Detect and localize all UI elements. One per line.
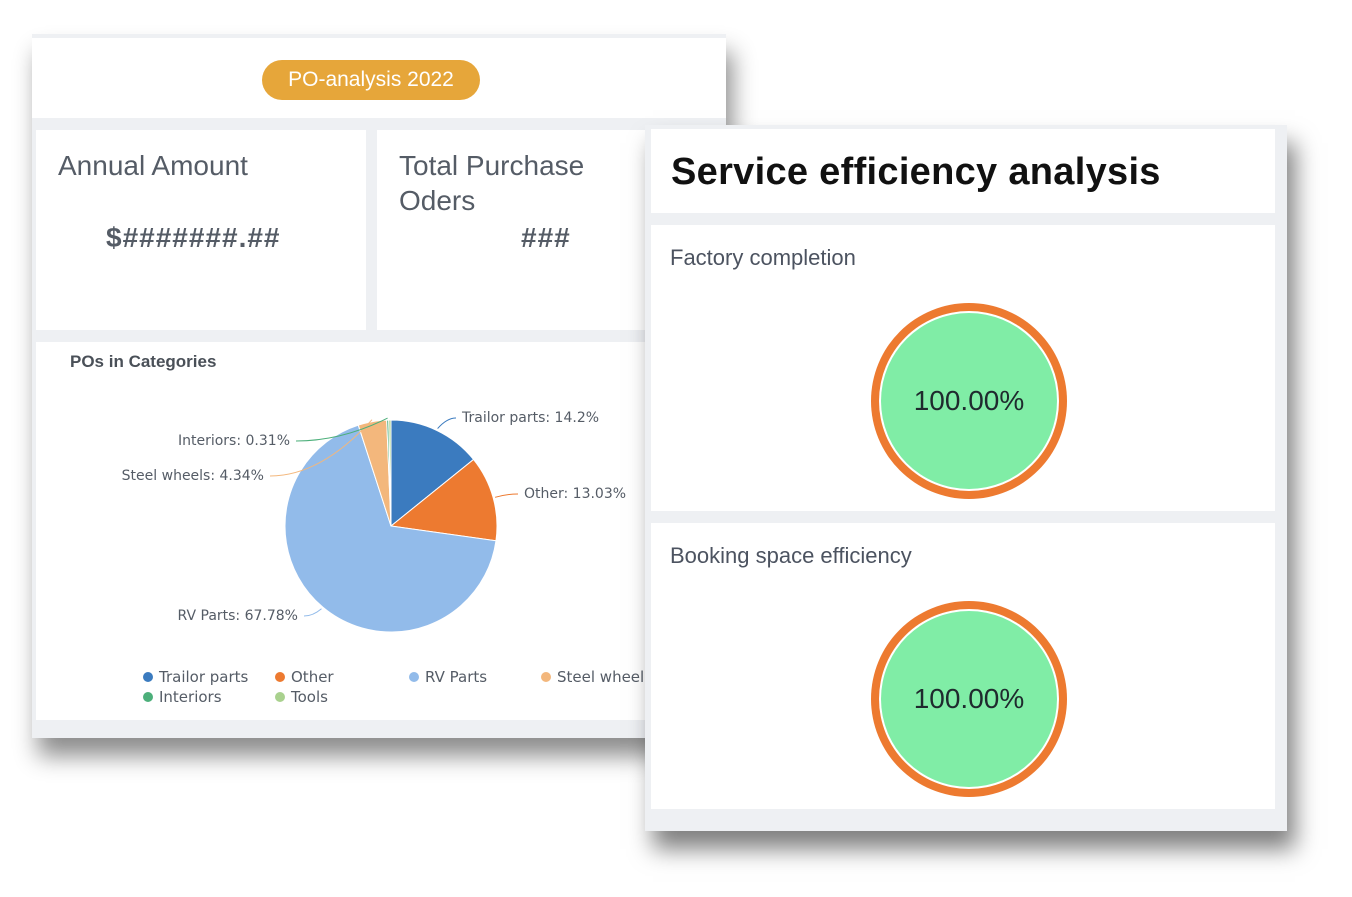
legend-marker-trailor-parts[interactable] [143,672,153,682]
pos-in-categories-card: Trailor parts: 14.2% Other: 13.03% RV Part… [36,342,726,720]
po-analysis-title-badge[interactable]: PO-analysis 2022 [262,60,480,100]
annual-amount-card: Annual Amount $#######.## [36,130,366,330]
legend-marker-interiors[interactable] [143,692,153,702]
service-efficiency-title: Service efficiency analysis [671,151,1161,193]
pie-label-rv-parts: RV Parts: 67.78% [178,608,298,624]
pie-label-line-rv-parts [303,608,322,617]
pie-label-trailor-parts: Trailor parts: 14.2% [461,410,599,426]
service-efficiency-header: Service efficiency analysis [651,129,1275,213]
factory-completion-gauge: 100.00% [871,303,1067,499]
booking-space-efficiency-card: Booking space efficiency 100.00% [651,523,1275,809]
booking-space-efficiency-gauge: 100.00% [871,601,1067,797]
legend-marker-other[interactable] [275,672,285,682]
legend-label-tools[interactable]: Tools [290,688,328,706]
pie-chart-title: POs in Categories [70,352,217,371]
pie-label-other: Other: 13.03% [524,486,626,502]
pie-slice-trailor-parts[interactable] [390,419,475,528]
legend-marker-steel-wheels[interactable] [541,672,551,682]
po-analysis-panel: PO-analysis 2022 Annual Amount $#######.… [32,34,726,738]
legend-marker-rv-parts[interactable] [409,672,419,682]
legend-label-trailor-parts[interactable]: Trailor parts [158,668,249,686]
pie-slice-tools[interactable] [388,419,392,527]
pie-slice-other[interactable] [389,458,498,542]
po-analysis-header: PO-analysis 2022 [32,38,726,118]
pie-label-interiors: Interiors: 0.31% [178,433,290,449]
pie-slice-rv-parts[interactable] [284,424,497,633]
pie-label-line-steel-wheels [269,419,373,477]
pie-label-line-trailor-parts [437,417,457,429]
legend-label-steel-wheels[interactable]: Steel wheels [557,668,652,686]
legend-label-rv-parts[interactable]: RV Parts [425,668,487,686]
factory-completion-card: Factory completion 100.00% [651,225,1275,511]
total-purchase-orders-label: Total Purchase Oders [399,150,585,216]
pie-label-steel-wheels: Steel wheels: 4.34% [122,468,264,484]
annual-amount-value: $#######.## [106,222,281,253]
annual-amount-label: Annual Amount [58,150,248,181]
pos-in-categories-pie-chart: Trailor parts: 14.2% Other: 13.03% RV Part… [122,410,653,706]
legend-marker-tools[interactable] [275,692,285,702]
pie-label-line-interiors [295,417,388,442]
service-efficiency-panel: Service efficiency analysis Factory comp… [645,125,1287,831]
legend-label-other[interactable]: Other [291,668,334,686]
booking-space-efficiency-value: 100.00% [913,683,1025,714]
factory-completion-gauge-fill: 100.00% [881,313,1057,489]
total-purchase-orders-value: ### [521,222,571,253]
factory-completion-label: Factory completion [670,245,856,270]
pie-label-line-other [494,493,519,498]
booking-space-efficiency-label: Booking space efficiency [670,543,912,568]
legend-label-interiors[interactable]: Interiors [159,688,222,706]
booking-space-efficiency-gauge-fill: 100.00% [881,611,1057,787]
factory-completion-value: 100.00% [913,385,1025,416]
